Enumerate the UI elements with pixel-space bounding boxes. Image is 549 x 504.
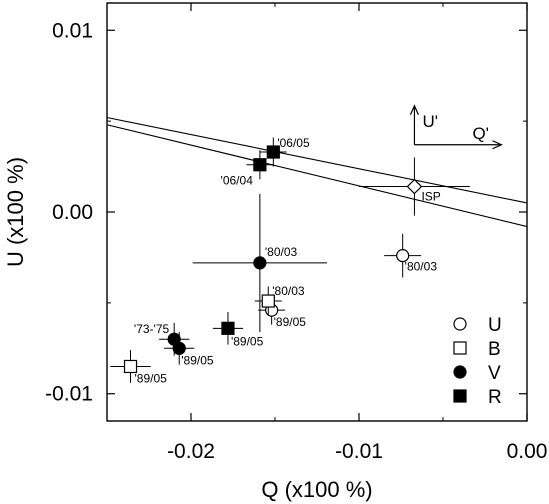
x-axis-title: Q (x100 %) [261,477,372,502]
legend-marker-r [453,389,467,403]
tick-group: -0.02 -0.01 0.00 -0.01 0.00 0.01 [45,3,547,463]
point-label: '06/05 [277,136,310,150]
data-point-r [253,158,267,172]
point-label: '89/05 [181,353,214,367]
y-tick-label: -0.01 [45,383,93,406]
point-label: '80/03 [272,284,305,298]
data-point-b [123,359,138,374]
reference-line [106,124,528,228]
point-label: '06/04 [221,174,254,188]
legend-marker-b [453,341,467,355]
data-point-v [253,256,267,270]
reference-line [106,116,528,204]
legend-marker-u [453,317,467,331]
line-group [106,116,528,228]
x-tick-label: -0.01 [335,440,383,463]
x-tick-label: 0.00 [507,440,548,463]
y-tick-label: 0.01 [52,19,93,42]
isp-label: ISP [421,190,440,204]
data-point-v [172,341,186,355]
point-label: '89/05 [274,315,307,329]
legend-label: R [488,387,502,408]
legend-label: U [488,315,502,336]
data-point-b [261,294,275,308]
data-point-group: '80/03 '89/05 '80/03 '89/05 '80/03 '73-'75 '89… [110,136,470,385]
u-prime-arrowhead [409,104,419,116]
x-tick-label: -0.02 [167,440,215,463]
point-label: '73-'75 [134,322,170,336]
legend-marker-v [453,365,467,379]
legend-label: V [488,363,501,384]
point-label: '89/05 [231,334,264,348]
q-prime-label: Q' [472,124,488,143]
data-point-r [221,321,235,335]
q-prime-arrowhead [492,140,503,150]
y-axis-title: U (x100 %) [3,157,28,267]
annotation-group: U' Q' [409,104,503,150]
u-prime-label: U' [422,112,438,131]
plot-frame [106,2,528,422]
point-label: '80/03 [265,245,298,259]
point-label: '89/05 [135,371,168,385]
y-tick-label: 0.00 [52,201,93,224]
point-label: '80/03 [405,260,438,274]
isp-point [406,178,423,195]
legend-label: B [488,339,501,360]
data-point-r [266,145,280,159]
data-point-u [396,249,410,263]
plot-area [106,2,528,422]
